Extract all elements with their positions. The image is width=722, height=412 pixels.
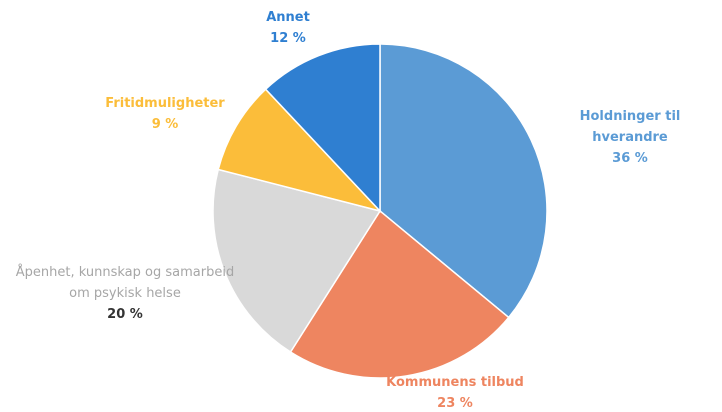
category-label: Åpenhet, kunnskap og samarbeid om psykis… [15, 265, 235, 301]
category-label: Kommunens tilbud [386, 375, 524, 390]
slice-label: Holdninger til hverandre 36 % [540, 106, 720, 169]
slice-label: Annet 12 % [228, 7, 348, 49]
value-label: 12 % [270, 31, 306, 46]
pie-slice [289, 209, 510, 379]
value-label: 36 % [612, 151, 648, 166]
category-label: Annet [266, 10, 310, 25]
slice-label: Fritidmuligheter 9 % [80, 93, 250, 135]
value-label: 9 % [151, 117, 179, 132]
pie-slice [212, 168, 382, 354]
value-label: 23 % [437, 396, 473, 411]
category-label: Holdninger til hverandre [579, 109, 681, 145]
slice-label: Åpenhet, kunnskap og samarbeid om psykis… [15, 262, 235, 325]
value-label: 20 % [107, 307, 143, 322]
slice-label: Kommunens tilbud 23 % [365, 372, 545, 412]
pie-slice [379, 43, 548, 319]
pie-slice [264, 43, 381, 213]
category-label: Fritidmuligheter [105, 96, 225, 111]
pie-slice [217, 88, 383, 213]
